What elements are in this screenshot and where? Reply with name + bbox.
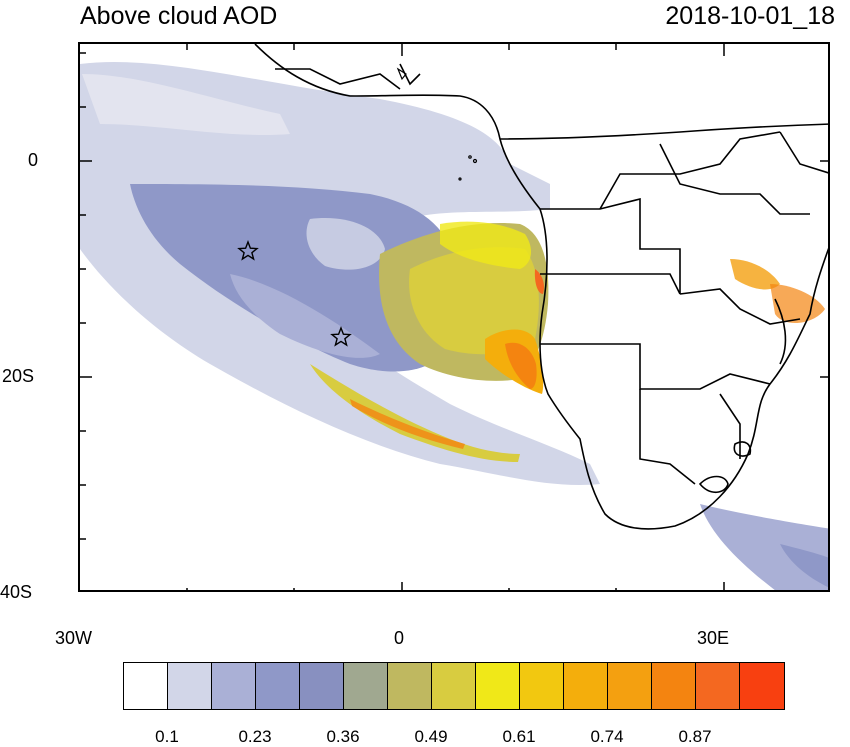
frame-ticks [80, 44, 828, 590]
colorbar-swatch [212, 663, 256, 709]
star-marker-2 [330, 326, 352, 347]
aod-map [80, 44, 828, 590]
colorbar-label: 0.61 [502, 727, 536, 746]
colorbar-swatch [344, 663, 388, 709]
x-tick-label: 0 [394, 628, 405, 648]
colorbar-label: 0.87 [678, 727, 712, 746]
station-markers [237, 240, 352, 347]
colorbar [123, 662, 785, 710]
colorbar-swatch [388, 663, 432, 709]
colorbar-label: 0.23 [238, 727, 272, 746]
colorbar-swatch [652, 663, 696, 709]
y-tick-label: 40S [0, 582, 33, 602]
colorbar-label: 0.49 [414, 727, 448, 746]
star-marker-1 [237, 240, 259, 261]
colorbar-label: 0.1 [155, 727, 179, 746]
x-tick-label: 30E [697, 628, 730, 648]
colorbar-swatch [608, 663, 652, 709]
colorbar-swatch [740, 663, 784, 709]
islands [396, 67, 478, 181]
colorbar-swatch [124, 663, 168, 709]
coastlines [254, 44, 828, 530]
colorbar-swatch [256, 663, 300, 709]
colorbar-swatch [696, 663, 740, 709]
y-tick-label: 0 [28, 150, 39, 170]
colorbar-swatch [520, 663, 564, 709]
timestamp: 2018-10-01_18 [665, 2, 835, 30]
colorbar-swatch [168, 663, 212, 709]
colorbar-swatch [476, 663, 520, 709]
map-panel [78, 42, 830, 592]
colorbar-label: 0.74 [590, 727, 624, 746]
colorbar-swatch [432, 663, 476, 709]
aod-field [80, 62, 828, 590]
x-tick-label: 30W [55, 628, 93, 648]
colorbar-swatch [564, 663, 608, 709]
map-title: Above cloud AOD [80, 2, 278, 30]
colorbar-swatch [300, 663, 344, 709]
colorbar-label: 0.36 [326, 727, 360, 746]
y-tick-label: 20S [2, 366, 35, 386]
